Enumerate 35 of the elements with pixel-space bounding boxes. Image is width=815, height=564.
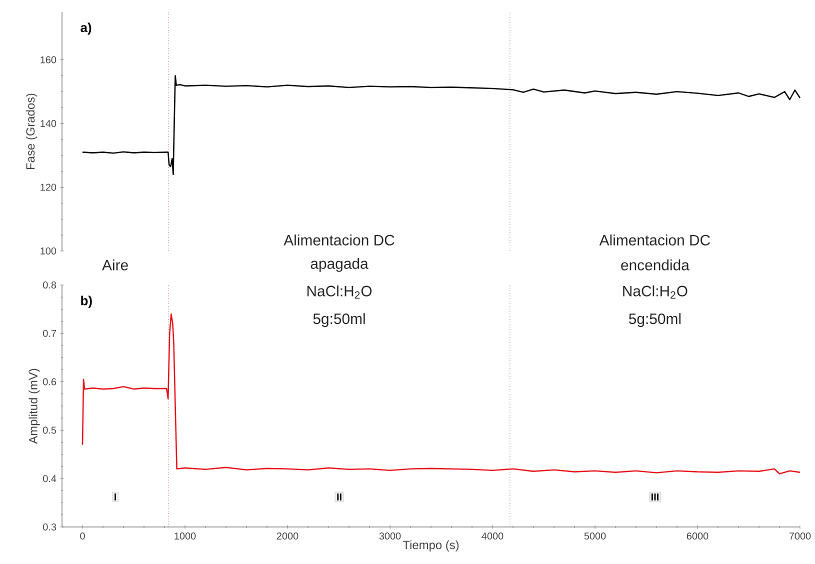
y-tick-label: 0.4 bbox=[43, 475, 56, 482]
text: Aire bbox=[102, 259, 128, 270]
y-tick-label: 0.8 bbox=[43, 281, 56, 289]
y-tick-label: 0.5 bbox=[43, 426, 56, 434]
x-tick-label: 5000 bbox=[584, 532, 606, 540]
annotation: Alimentacion DC bbox=[284, 234, 394, 246]
annotation: b) bbox=[81, 296, 92, 308]
x-tick-label: 6000 bbox=[686, 532, 708, 540]
annotation: Alimentacion DC bbox=[599, 234, 710, 246]
annotation: 5g:50ml bbox=[628, 313, 681, 328]
annotation: 5g:50ml bbox=[313, 313, 365, 328]
text: encendida bbox=[621, 259, 690, 270]
y-tick-label: 100 bbox=[40, 247, 56, 255]
annotation: I bbox=[114, 494, 116, 500]
x-tick-label: 3000 bbox=[379, 532, 401, 540]
annotation: NaCl:H$_{2}$O bbox=[307, 285, 372, 299]
x-tick-label: 1000 bbox=[174, 532, 196, 540]
x-tick-label: 0 bbox=[80, 532, 85, 540]
x-axis-title: Tiempo (s) bbox=[402, 540, 459, 552]
annotation: a) bbox=[80, 22, 92, 35]
y-tick-label: 0.6 bbox=[43, 378, 56, 386]
annotation: II bbox=[337, 494, 342, 500]
y-tick-label: 140 bbox=[40, 120, 56, 128]
text: apagada bbox=[310, 258, 368, 272]
y-axis-title: Fase (Grados) bbox=[26, 94, 38, 170]
x-tick-label: 2000 bbox=[276, 532, 298, 540]
x-tick-label: 4000 bbox=[482, 532, 504, 540]
y-tick-label: 160 bbox=[40, 56, 56, 64]
annotation: III bbox=[651, 494, 658, 500]
x-tick-label: 7000 bbox=[789, 532, 811, 540]
annotation: NaCl:H$_{2}$O bbox=[623, 285, 688, 299]
y-tick-label: 120 bbox=[40, 184, 56, 191]
y-tick-label: 0.3 bbox=[43, 523, 56, 531]
y-tick-label: 0.7 bbox=[43, 330, 56, 337]
y-axis-title: Amplitud (mV) bbox=[28, 368, 40, 444]
